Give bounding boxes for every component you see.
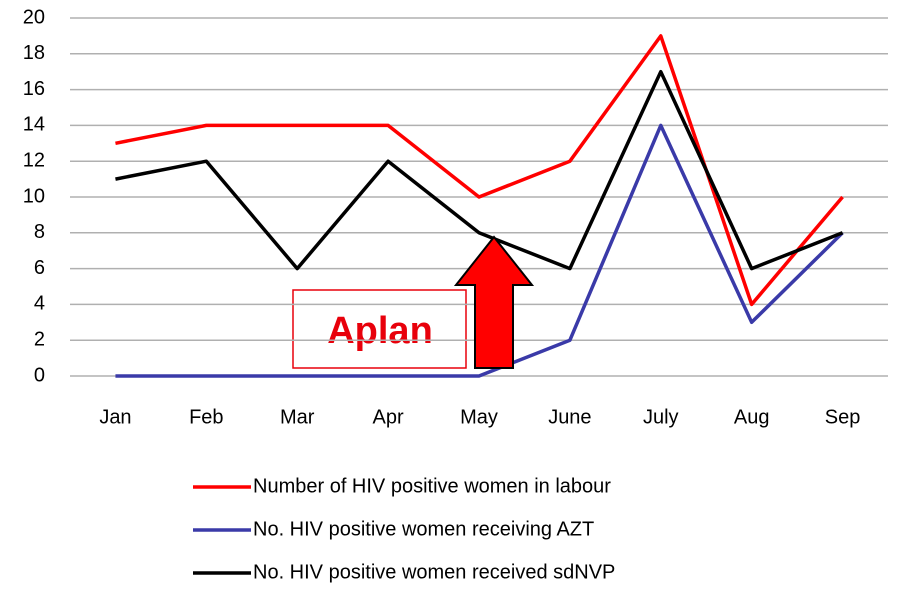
annotation: Aplan (327, 310, 433, 352)
annotation-box (292, 289, 467, 369)
y-tick-label: 14 (23, 114, 45, 136)
y-tick-label: 2 (34, 328, 45, 350)
y-tick-label: 8 (34, 221, 45, 243)
y-tick-label: 6 (34, 257, 45, 279)
x-tick-label: July (643, 406, 679, 428)
x-tick-label: May (460, 406, 498, 428)
legend-label: No. HIV positive women received sdNVP (253, 561, 615, 583)
x-tick-label: Apr (373, 406, 404, 428)
series-line (115, 69, 844, 271)
series-line (115, 123, 844, 378)
x-tick-label: Feb (189, 406, 223, 428)
x-tick-label: June (548, 406, 591, 428)
x-tick-label: Mar (280, 406, 315, 428)
x-tick-label: Aug (734, 406, 770, 428)
x-tick-label: Jan (99, 406, 131, 428)
legend-label: No. HIV positive women receiving AZT (253, 518, 594, 540)
y-tick-label: 0 (34, 364, 45, 386)
legend-label: Number of HIV positive women in labour (253, 475, 611, 497)
arrow (453, 235, 535, 369)
y-tick-label: 18 (23, 42, 45, 64)
y-tick-label: 4 (34, 293, 45, 315)
y-tick-label: 16 (23, 78, 45, 100)
y-tick-label: 12 (23, 149, 45, 171)
y-tick-label: 10 (23, 185, 45, 207)
y-tick-label: 20 (23, 6, 45, 28)
series-line (115, 34, 844, 307)
x-tick-label: Sep (825, 406, 861, 428)
